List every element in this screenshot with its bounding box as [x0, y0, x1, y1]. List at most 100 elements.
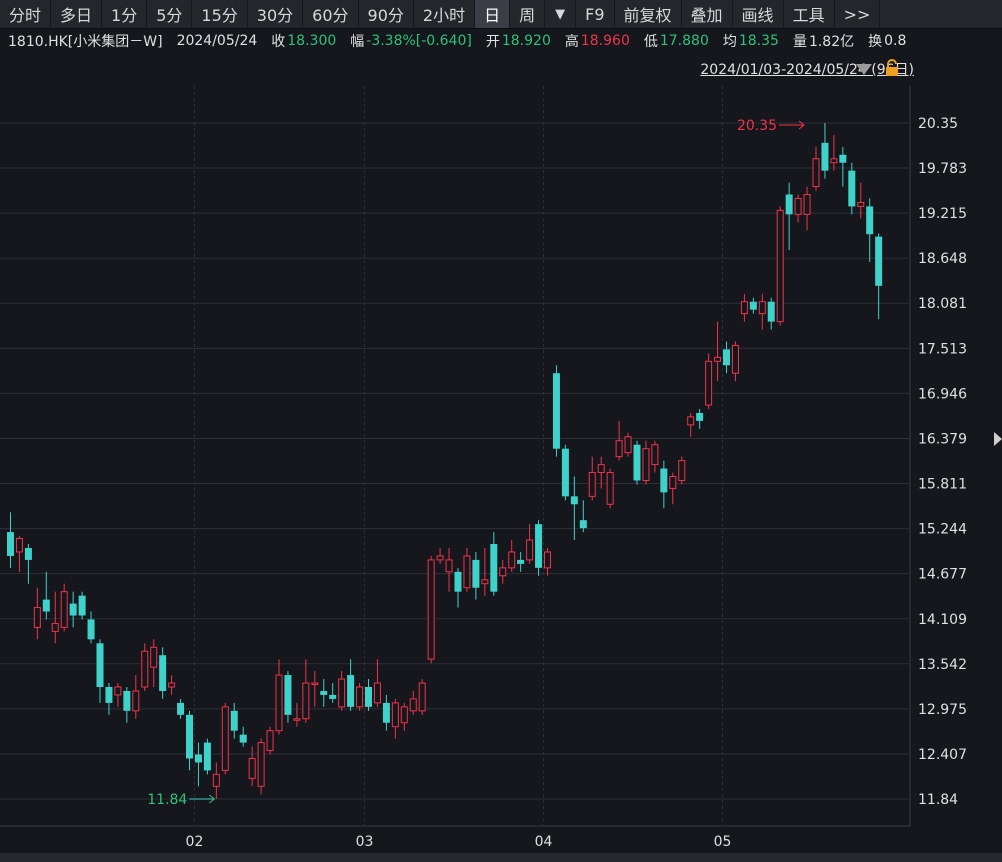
period-tab[interactable]: 画线 [733, 0, 784, 28]
period-tab[interactable]: 分时 [0, 0, 52, 28]
range-dropdown-icon[interactable] [856, 64, 872, 75]
period-tab[interactable]: 5分 [147, 0, 193, 28]
period-tab[interactable]: 90分 [359, 0, 414, 28]
expand-right-icon[interactable] [994, 432, 1002, 446]
period-tab[interactable]: F9 [576, 0, 615, 28]
period-tab[interactable]: 日 [475, 0, 511, 28]
min-price-label: 11.84 [147, 792, 187, 808]
candle-body [51, 622, 59, 632]
candle-body [830, 158, 838, 164]
period-tab[interactable]: 15分 [192, 0, 248, 28]
low-label: 低 [643, 34, 658, 50]
candle-body [275, 674, 283, 732]
candle-body [391, 702, 399, 728]
candle-body [642, 448, 650, 481]
y-tick-label: 12.407 [918, 747, 967, 763]
volume-value: 1.82亿 [808, 34, 855, 50]
candle-body [320, 690, 328, 695]
change-value: -3.38%[-0.640] [366, 33, 472, 49]
period-tab[interactable]: 前复权 [615, 0, 682, 28]
y-tick-label: 14.109 [918, 612, 967, 628]
candle-body [114, 686, 122, 696]
stock-symbol: 1810.HK[小米集团－W] [8, 34, 163, 50]
y-tick-label: 16.379 [918, 431, 967, 447]
avg-label: 均 [722, 34, 737, 50]
y-tick-label: 13.542 [918, 657, 967, 673]
candle-body [69, 603, 77, 616]
candle-body [481, 579, 489, 585]
candle-body [42, 599, 50, 612]
y-tick-label: 19.783 [918, 161, 967, 177]
candle-body [132, 690, 140, 712]
y-tick-label: 18.648 [918, 251, 967, 267]
candle-body [875, 236, 883, 286]
candle-body [544, 551, 551, 569]
period-tab[interactable]: 叠加 [682, 0, 733, 28]
candle-body [248, 757, 256, 779]
candle-body [168, 682, 176, 688]
candle-body [427, 559, 435, 660]
y-tick-label: 15.811 [918, 477, 967, 493]
candle-body [60, 591, 68, 628]
period-tab[interactable]: 周 [510, 0, 546, 28]
toolbar-more-button[interactable]: >> [835, 0, 881, 28]
y-tick-label: 16.946 [918, 386, 967, 402]
bottom-tab-strip [0, 853, 1002, 862]
candle-body [266, 730, 274, 752]
candle-body [561, 448, 569, 497]
candle-body [866, 206, 874, 235]
candle-body [696, 412, 704, 421]
candle-body [758, 301, 766, 315]
candle-body [15, 537, 23, 553]
max-price-label: 20.35 [737, 118, 777, 134]
period-tab[interactable]: 工具 [784, 0, 835, 28]
candle-body [633, 444, 641, 481]
candle-body [731, 344, 739, 374]
y-tick-label: 14.677 [918, 567, 967, 583]
period-tab[interactable]: 2小时 [414, 0, 476, 28]
candle-body [302, 682, 310, 720]
candle-body [150, 646, 158, 668]
candle-body [284, 675, 292, 715]
candle-body [329, 694, 337, 699]
candle-body [24, 547, 32, 560]
candle-body [597, 464, 605, 474]
candle-body [338, 678, 346, 708]
candle-body [186, 714, 193, 759]
candle-body [141, 650, 149, 688]
candle-body [418, 682, 426, 712]
candle-body [7, 532, 14, 556]
high-value: 18.960 [580, 33, 630, 49]
y-tick-label: 12.975 [918, 702, 967, 718]
candle-body [33, 607, 41, 628]
candle-body [660, 468, 668, 493]
candle-body [123, 690, 131, 711]
period-tab[interactable]: 1分 [102, 0, 148, 28]
candle-body [293, 718, 301, 721]
toolbar-dropdown-icon[interactable]: ▼ [545, 0, 577, 28]
candle-body [588, 472, 596, 497]
candle-body [857, 201, 865, 207]
lock-icon[interactable] [884, 58, 900, 78]
x-tick-label: 05 [714, 834, 732, 850]
open-value: 18.920 [501, 33, 551, 49]
x-tick-label: 02 [186, 834, 204, 850]
period-tab[interactable]: 60分 [303, 0, 359, 28]
period-toolbar: 分时 多日 1分 5分 15分 30分 60分 90分 2小时日周 ▼ F9 前复权 叠加 画线 工具 >> [0, 0, 1002, 29]
period-tab[interactable]: 多日 [51, 0, 103, 28]
y-tick-label: 15.244 [918, 522, 967, 538]
y-tick-label: 11.84 [918, 792, 958, 808]
candle-body [463, 555, 471, 589]
quote-date: 2024/05/24 [176, 33, 258, 49]
candle-body [212, 773, 220, 787]
close-value: 18.300 [287, 33, 337, 49]
y-tick-label: 17.513 [918, 341, 967, 357]
open-label: 开 [485, 34, 500, 50]
period-tab[interactable]: 30分 [248, 0, 304, 28]
candle-body [239, 734, 247, 743]
candle-body [705, 360, 713, 406]
volume-label: 量 [792, 34, 807, 50]
candle-body [356, 686, 364, 708]
candle-body [570, 496, 578, 505]
